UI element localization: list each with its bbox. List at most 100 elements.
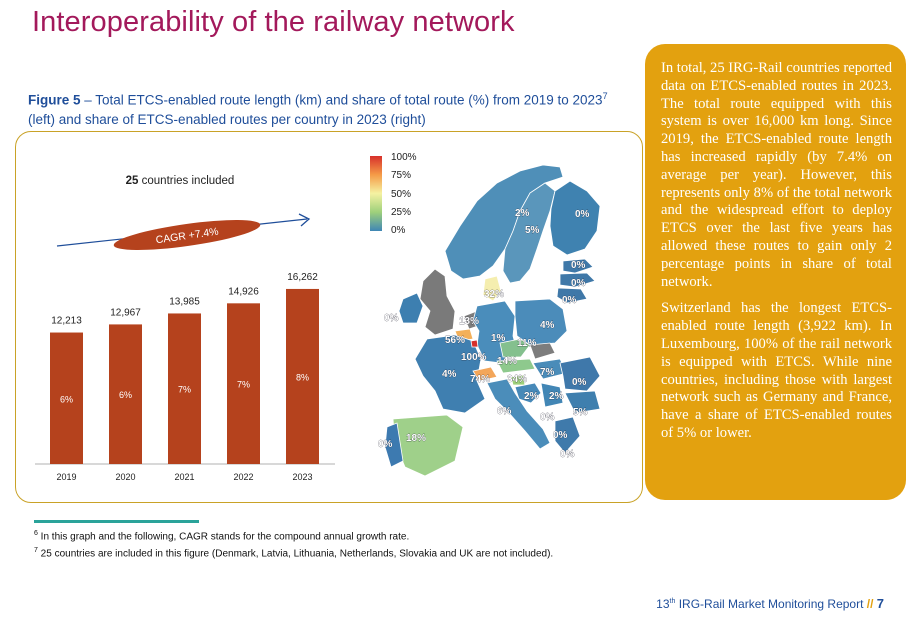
map-region-estonia — [562, 258, 594, 274]
map-region-finland — [549, 180, 601, 256]
footnotes: 6 In this graph and the following, CAGR … — [34, 527, 553, 561]
map-region-spain — [392, 414, 464, 477]
figure-graphic: 12,213 6% 2019 12,967 6% 2020 13,985 7% 2021 14,9… — [35, 152, 601, 482]
map-label-switzerland: 74% — [470, 374, 490, 385]
bar-value-label: 13,985 — [169, 296, 200, 307]
map-label-greece: 0% — [560, 449, 575, 460]
europe-map — [384, 164, 601, 477]
x-tick-label: 2023 — [292, 472, 312, 482]
map-label-czechia: 11% — [517, 338, 537, 349]
bar-share-label: 8% — [296, 372, 309, 382]
map-region-greece — [554, 416, 581, 454]
map-region-romania — [559, 356, 601, 392]
bar-value-label: 16,262 — [287, 272, 318, 283]
legend-tick-75: 75% — [391, 170, 411, 181]
summary-paragraph-1: In total, 25 IRG-Rail countries reported… — [661, 60, 893, 290]
map-label-denmark: 32% — [484, 289, 504, 300]
map-label-netherlands: 13% — [459, 316, 479, 327]
map-label-portugal: 0% — [378, 439, 393, 450]
map-region-ireland — [398, 292, 424, 324]
summary-paragraph-2: Switzerland has the longest ETCS-enabled… — [661, 300, 892, 441]
map-label-germany: 1% — [491, 333, 506, 344]
figure-caption: Figure 5 – Total ETCS-enabled route leng… — [28, 87, 618, 129]
bar-share-label: 7% — [178, 385, 191, 395]
map-label-norway: 2% — [515, 208, 530, 219]
map-region-portugal — [384, 422, 404, 468]
figure-caption-text: – Total ETCS-enabled route length (km) a… — [80, 92, 603, 108]
bar-2019 — [50, 332, 83, 464]
footer-report-name: IRG-Rail Market Monitoring Report — [675, 597, 867, 611]
footnote-6: 6 In this graph and the following, CAGR … — [34, 527, 553, 544]
map-label-poland: 4% — [540, 320, 555, 331]
footer-edition-sup: th — [669, 598, 676, 605]
map-label-austria: 14% — [497, 356, 517, 367]
footer-separator: // — [866, 597, 874, 611]
legend-tick-50: 50% — [391, 189, 411, 200]
legend-tick-100: 100% — [391, 152, 417, 163]
bar-chart: 12,213 6% 2019 12,967 6% 2020 13,985 7% 2021 14,9… — [35, 272, 335, 482]
x-tick-label: 2019 — [56, 472, 76, 482]
x-tick-label: 2020 — [115, 472, 135, 482]
map-legend: 100% 75% 50% 25% 0% — [370, 152, 417, 236]
summary-box: In total, 25 IRG-Rail countries reported… — [645, 44, 906, 500]
map-region-switzerland — [472, 366, 498, 382]
map-region-uk — [419, 268, 456, 336]
map-label-hungary: 7% — [540, 367, 555, 378]
bar-2023 — [286, 288, 319, 464]
map-label-luxembourg: 100% — [461, 352, 487, 363]
cagr-ellipse — [113, 220, 261, 250]
x-tick-label: 2022 — [233, 472, 253, 482]
legend-tick-0: 0% — [391, 225, 406, 236]
page-number: 7 — [876, 596, 884, 611]
map-label-croatia: 2% — [524, 391, 539, 402]
map-label-bulgaria: 5% — [573, 407, 588, 418]
footer-edition: 13 — [656, 597, 670, 611]
bar-2021 — [168, 313, 201, 464]
map-label-serbia: 2% — [549, 391, 564, 402]
map-label-romania: 0% — [572, 377, 587, 388]
map-label-belgium: 56% — [445, 335, 465, 346]
footnote-7-number: 7 — [34, 546, 38, 554]
map-region-france — [414, 334, 486, 414]
legend-gradient — [370, 156, 382, 231]
map-label-italy: 6% — [497, 406, 512, 417]
figure-caption-tail: (left) and share of ETCS-enabled routes … — [28, 111, 426, 127]
cagr-annotation: CAGR +7.4% — [56, 213, 311, 250]
map-label-lithuania: 0% — [562, 295, 577, 306]
bar-value-label: 12,213 — [51, 316, 82, 327]
map-region-luxembourg — [470, 339, 479, 348]
map-label-ireland: 0% — [384, 313, 399, 324]
map-region-bulgaria — [564, 390, 601, 414]
map-label-estonia: 0% — [571, 260, 586, 271]
x-tick-label: 2021 — [174, 472, 194, 482]
footnote-7-text: 25 countries are included in this figure… — [37, 548, 554, 560]
bar-value-label: 14,926 — [228, 286, 259, 297]
map-region-poland — [514, 298, 568, 346]
bar-2022 — [227, 303, 260, 464]
map-label-slovenia: 34% — [507, 374, 527, 385]
map-region-serbia — [540, 382, 564, 408]
map-labels: 2% 0% 5% 0% 0% 0% 32% 0% 13% 1% 4% 56% 1… — [378, 208, 590, 460]
cagr-arrow-head — [298, 213, 311, 227]
countries-count: 25 — [125, 175, 139, 187]
map-label-spain: 18% — [406, 433, 426, 444]
map-region-italy — [486, 378, 551, 450]
figure-caption-footnote-ref: 7 — [602, 91, 608, 101]
map-region-sweden — [502, 182, 556, 284]
countries-note: 25 countries included — [60, 175, 300, 187]
footnote-6-text: In this graph and the following, CAGR st… — [37, 531, 410, 543]
map-region-croatia — [514, 382, 542, 404]
figure-label: Figure 5 — [28, 92, 81, 108]
map-label-latvia: 0% — [571, 278, 586, 289]
map-label-france: 4% — [442, 369, 457, 380]
bar-value-label: 12,967 — [110, 307, 141, 318]
page-title: Interoperability of the railway network — [32, 6, 515, 38]
bar-2020 — [109, 324, 142, 464]
footnote-rule — [34, 520, 199, 523]
map-label-north-macedonia: 0% — [553, 430, 568, 441]
bar-share-label: 6% — [119, 390, 132, 400]
map-region-denmark — [482, 275, 502, 302]
legend-tick-25: 25% — [391, 207, 411, 218]
bar-share-label: 6% — [60, 394, 73, 404]
map-label-bosnia: 0% — [540, 412, 555, 423]
